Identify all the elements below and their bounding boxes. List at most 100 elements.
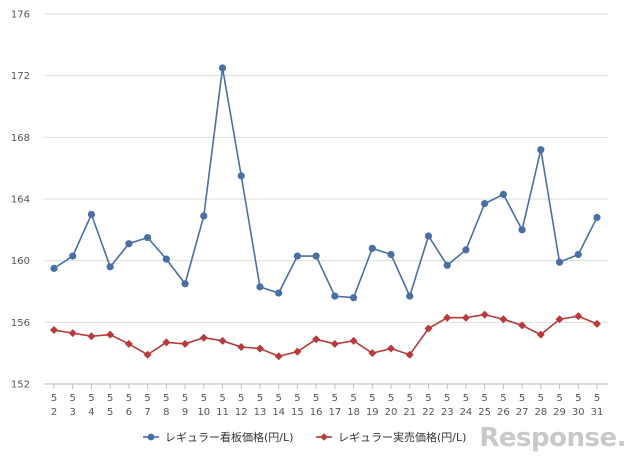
gridlines <box>44 13 608 385</box>
x-tick-label-day: 24 <box>460 407 473 418</box>
data-point-1 <box>50 264 58 272</box>
x-tick-label-month: 5 <box>219 393 225 404</box>
series-line-1 <box>53 67 598 299</box>
x-tick-label-month: 5 <box>70 393 76 404</box>
data-point-1 <box>331 292 339 300</box>
x-tick-label-day: 29 <box>553 407 566 418</box>
y-tick-label: 156 <box>11 318 30 329</box>
data-point-1 <box>349 294 358 302</box>
data-point-2 <box>387 344 396 353</box>
data-point-2 <box>480 310 489 319</box>
x-tick-label-day: 16 <box>310 407 323 418</box>
x-tick-label-month: 5 <box>500 393 506 404</box>
y-tick-label: 168 <box>11 133 30 144</box>
x-tick-label-day: 30 <box>572 407 585 418</box>
x-tick-label-day: 12 <box>235 407 248 418</box>
response-logo: Response. <box>479 423 626 453</box>
data-point-1 <box>162 255 170 263</box>
data-point-2 <box>87 332 96 341</box>
data-point-2 <box>274 352 283 361</box>
data-point-2 <box>536 330 545 339</box>
data-point-1 <box>555 258 564 266</box>
x-tick-label-month: 5 <box>444 393 450 404</box>
data-point-1 <box>144 233 152 242</box>
data-point-1 <box>368 244 376 252</box>
y-tick-label: 160 <box>11 256 30 267</box>
data-point-2 <box>293 347 302 356</box>
data-point-1 <box>537 146 545 154</box>
data-point-2 <box>574 312 583 321</box>
data-point-2 <box>68 329 77 338</box>
y-tick-label: 164 <box>11 195 30 206</box>
data-point-2 <box>405 350 414 359</box>
data-point-1 <box>462 246 470 254</box>
x-tick-label-day: 27 <box>516 407 529 418</box>
x-tick-label-month: 5 <box>294 393 300 404</box>
x-tick-label-day: 2 <box>51 407 57 418</box>
x-tick-label-day: 18 <box>347 407 360 418</box>
legend-marker-1 <box>147 433 155 441</box>
data-point-1 <box>125 240 133 248</box>
x-tick-label-month: 5 <box>538 393 544 404</box>
data-point-1 <box>406 292 414 300</box>
x-tick-label-month: 5 <box>388 393 394 404</box>
x-tick-label-day: 17 <box>328 407 341 418</box>
x-tick-label-day: 8 <box>163 407 169 418</box>
x-tick-label-day: 10 <box>197 407 210 418</box>
data-point-1 <box>275 289 283 297</box>
data-point-1 <box>518 226 526 234</box>
x-tick-label-day: 15 <box>291 407 304 418</box>
data-point-1 <box>200 212 208 220</box>
legend-marker-2 <box>320 433 328 441</box>
data-point-2 <box>349 336 358 345</box>
data-point-1 <box>443 261 451 269</box>
y-tick-label: 172 <box>11 71 30 82</box>
x-tick-label-day: 13 <box>254 407 267 418</box>
x-tick-label-day: 14 <box>272 407 285 418</box>
x-tick-label-month: 5 <box>238 393 244 404</box>
data-point-2 <box>424 324 433 333</box>
x-tick-label-month: 5 <box>556 393 562 404</box>
x-tick-label-day: 5 <box>107 407 113 418</box>
data-point-2 <box>106 330 115 339</box>
data-point-1 <box>312 252 320 260</box>
x-tick-label-day: 23 <box>441 407 454 418</box>
x-tick-label-day: 31 <box>591 407 604 418</box>
data-point-2 <box>237 343 246 351</box>
data-point-2 <box>181 339 190 348</box>
x-tick-label-month: 5 <box>575 393 581 404</box>
x-tick-label-month: 5 <box>107 393 113 404</box>
x-tick-label-month: 5 <box>519 393 525 404</box>
data-point-2 <box>518 321 527 330</box>
y-tick-label: 152 <box>11 380 30 391</box>
data-point-2 <box>312 335 321 344</box>
data-point-1 <box>499 190 507 198</box>
data-point-2 <box>255 344 264 353</box>
x-tick-label-month: 5 <box>594 393 600 404</box>
y-axis: 152 156 160 164 168 172 176 <box>11 10 30 391</box>
x-axis: 5253545556575859510511512513514515516517… <box>51 384 604 418</box>
y-tick-label: 176 <box>11 10 30 21</box>
data-point-1 <box>106 263 114 271</box>
data-point-1 <box>424 232 433 240</box>
x-tick-label-month: 5 <box>182 393 188 404</box>
x-tick-label-day: 4 <box>88 407 94 418</box>
x-tick-label-day: 28 <box>534 407 547 418</box>
x-tick-label-month: 5 <box>463 393 469 404</box>
x-tick-label-month: 5 <box>126 393 132 404</box>
x-tick-label-day: 7 <box>144 407 150 418</box>
data-point-1 <box>593 213 601 222</box>
x-tick-label-month: 5 <box>350 393 356 404</box>
series-layer <box>50 64 601 361</box>
x-tick-label-month: 5 <box>332 393 338 404</box>
data-point-1 <box>481 200 489 208</box>
x-tick-label-month: 5 <box>481 393 487 404</box>
x-tick-label-day: 25 <box>478 407 491 418</box>
data-point-1 <box>293 252 302 260</box>
x-tick-label-day: 3 <box>70 407 76 418</box>
data-point-2 <box>218 336 227 345</box>
x-tick-label-month: 5 <box>369 393 375 404</box>
x-tick-label-month: 5 <box>88 393 94 404</box>
x-tick-label-day: 20 <box>385 407 398 418</box>
